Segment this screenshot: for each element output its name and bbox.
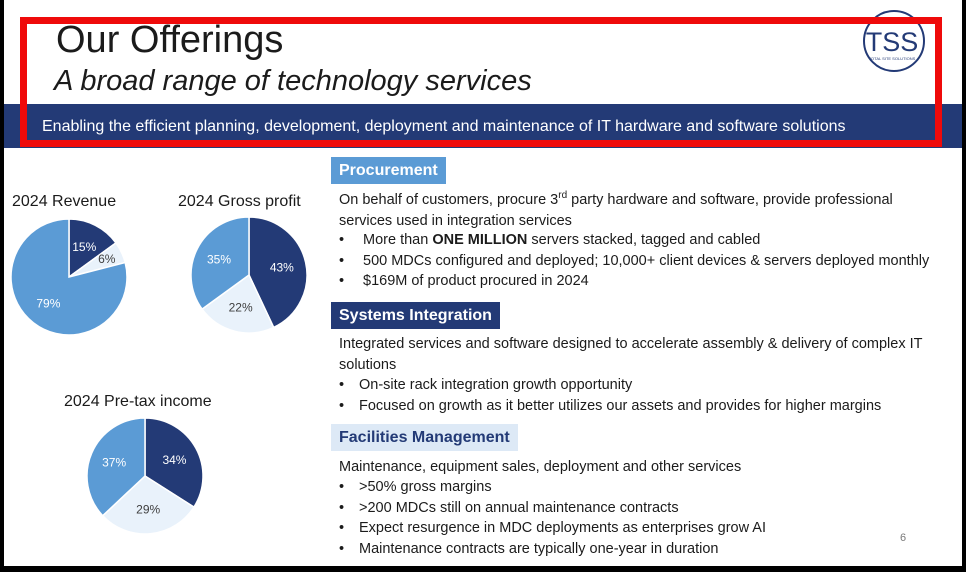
pie-slice-label: 34% <box>162 453 186 467</box>
pie-slice-label: 37% <box>102 456 126 470</box>
list-item: Expect resurgence in MDC deployments as … <box>339 518 766 539</box>
procurement-desc-sup: rd <box>558 190 568 202</box>
systems-integration-description: Integrated services and software designe… <box>339 336 923 373</box>
logo-subtext: TOTAL SITE SOLUTIONS <box>869 56 916 61</box>
pie-slice <box>10 218 128 336</box>
page-number: 6 <box>900 532 907 544</box>
chart-title-gross-profit: 2024 Gross profit <box>178 193 301 210</box>
list-item: More than ONE MILLION servers stacked, t… <box>339 230 929 251</box>
list-item: >200 MDCs still on annual maintenance co… <box>339 498 766 519</box>
systems-integration-bullets: On-site rack integration growth opportun… <box>339 375 881 416</box>
section-heading-procurement: Procurement <box>331 157 446 184</box>
pie-chart-pretax-income: 34% 29% 37% <box>86 417 204 535</box>
tss-logo: TSS TOTAL SITE SOLUTIONS <box>863 10 925 72</box>
procurement-description: On behalf of customers, procure 3rd part… <box>339 190 939 231</box>
pie-slice-label: 6% <box>98 252 116 266</box>
pie-slice <box>201 273 275 334</box>
list-item: On-site rack integration growth opportun… <box>339 375 881 396</box>
list-item: $169M of product procured in 2024 <box>339 271 929 292</box>
pie-chart-revenue: 15%6% 79% <box>10 218 128 336</box>
pie-slice-label: 79% <box>36 297 60 311</box>
procurement-desc-part2: party hardware and software, provide pro… <box>339 192 893 229</box>
bullet-text: More than <box>363 232 433 248</box>
page-subtitle: A broad range of technology services <box>54 65 532 97</box>
pie-slice-label: 43% <box>270 261 294 275</box>
list-item: Focused on growth as it better utilizes … <box>339 396 881 417</box>
pie-slice <box>101 475 196 535</box>
chart-title-pretax-income: 2024 Pre-tax income <box>64 393 212 410</box>
procurement-desc-part1: On behalf of customers, procure 3 <box>339 192 559 208</box>
logo-text: TSS <box>866 27 919 57</box>
pie-slice-label: 22% <box>229 301 253 315</box>
bullet-text: servers stacked, tagged and cabled <box>527 232 761 248</box>
pie-slice-label: 15% <box>72 240 96 254</box>
pie-slice <box>86 417 146 517</box>
pie-slice <box>190 216 250 311</box>
pie-chart-gross-profit: 43% 22% 35% <box>190 216 308 334</box>
pie-slice-label: 29% <box>136 502 160 516</box>
slide: Our Offerings A broad range of technolog… <box>4 0 962 566</box>
page-title: Our Offerings <box>56 19 284 61</box>
red-highlight-box <box>20 17 942 147</box>
pie-slice <box>68 218 117 279</box>
chart-title-revenue: 2024 Revenue <box>12 193 117 210</box>
list-item: >50% gross margins <box>339 477 766 498</box>
section-heading-systems-integration: Systems Integration <box>331 302 500 329</box>
bullet-bold-text: ONE MILLION <box>432 232 528 248</box>
banner-text: Enabling the efficient planning, develop… <box>42 118 846 135</box>
list-item: Maintenance contracts are typically one-… <box>339 539 766 560</box>
procurement-bullets: More than ONE MILLION servers stacked, t… <box>339 230 929 292</box>
pie-slice-label: 35% <box>207 253 231 267</box>
facilities-management-bullets: >50% gross margins >200 MDCs still on an… <box>339 477 766 559</box>
section-heading-facilities-management: Facilities Management <box>331 424 518 451</box>
list-item: 500 MDCs configured and deployed; 10,000… <box>339 251 929 272</box>
facilities-management-description: Maintenance, equipment sales, deployment… <box>339 459 742 475</box>
pie-slice <box>248 216 308 329</box>
